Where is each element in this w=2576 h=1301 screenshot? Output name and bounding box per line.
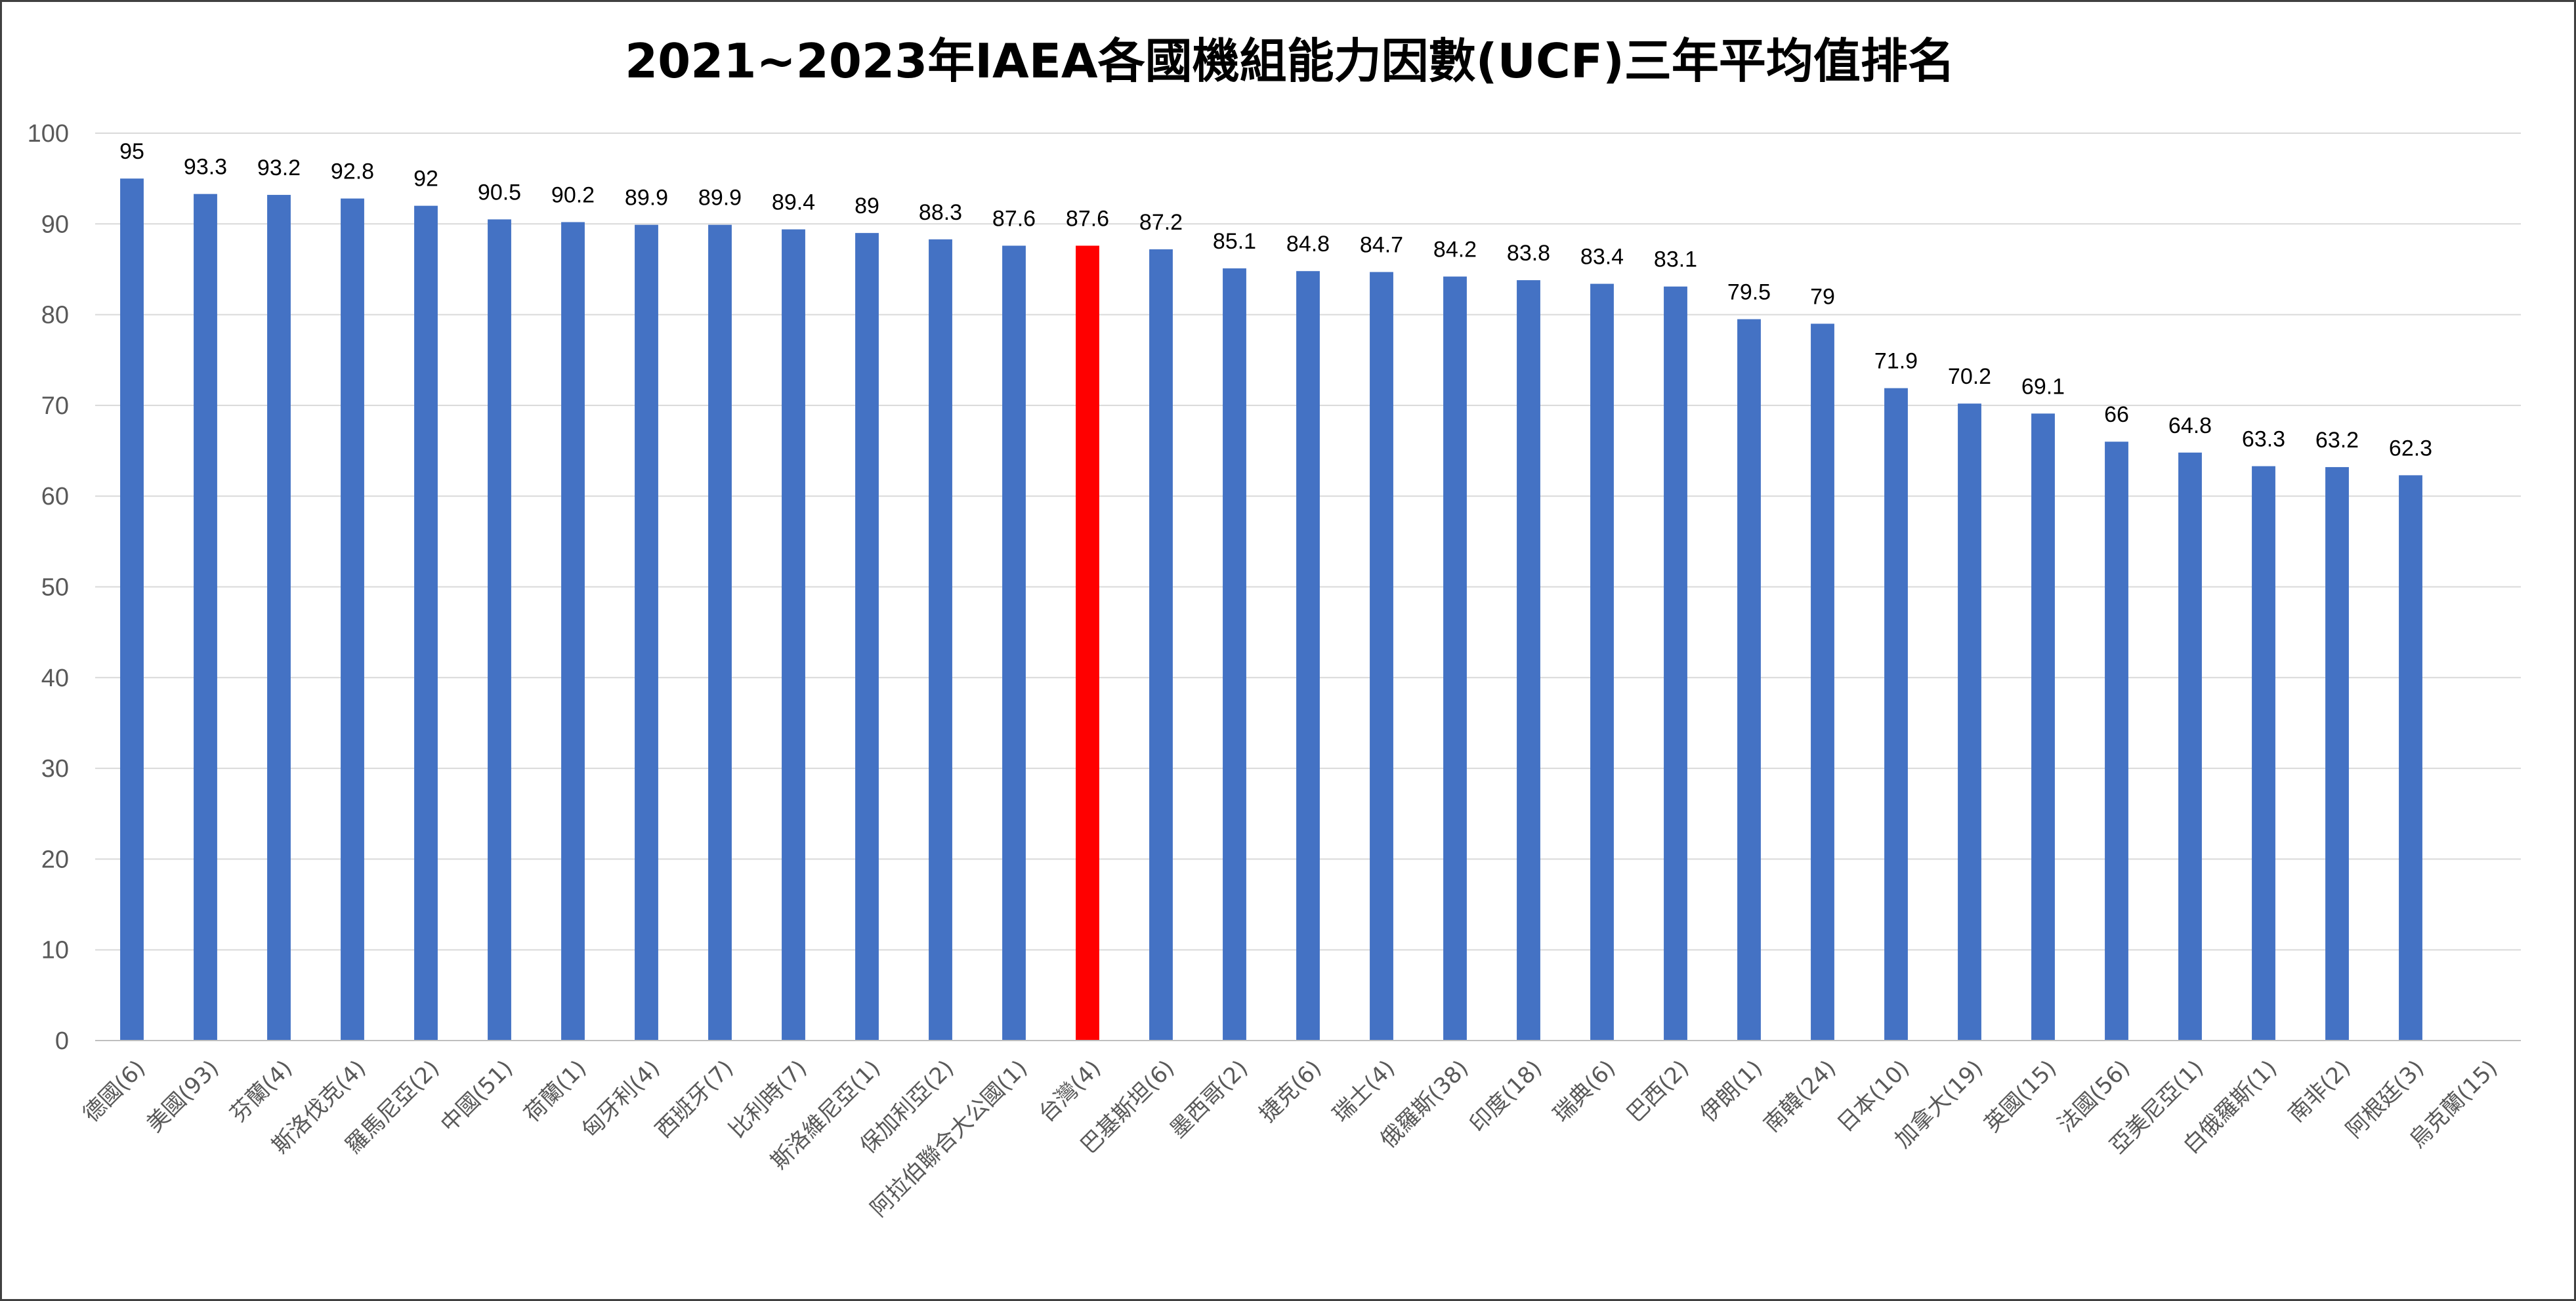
bar (2178, 452, 2202, 1041)
data-labels: 95 93.3 93.2 92.8 92 90.5 90.2 89.9 89.9 89.4 89 88… (119, 139, 2432, 461)
x-category-label: 匈牙利(4) (577, 1055, 665, 1143)
data-label: 69.1 (2021, 374, 2065, 399)
y-tick-label: 30 (41, 755, 69, 783)
bar (2252, 466, 2275, 1041)
bar (929, 239, 952, 1041)
bar (194, 194, 217, 1041)
data-label: 64.8 (2168, 413, 2212, 438)
y-tick-label: 20 (41, 846, 69, 873)
bar (267, 195, 291, 1041)
data-label: 89.9 (698, 186, 742, 211)
data-label: 87.6 (992, 206, 1036, 231)
data-label: 71.9 (1874, 349, 1918, 374)
bar (1737, 319, 1761, 1041)
bar (1811, 323, 1834, 1041)
bar (855, 233, 879, 1041)
x-category-label: 荷蘭(1) (519, 1055, 591, 1127)
x-category-label: 印度(18) (1465, 1055, 1548, 1138)
x-category-label: 南非(2) (2283, 1055, 2355, 1127)
data-label: 90.2 (551, 183, 595, 208)
x-category-label: 芬蘭(4) (225, 1055, 297, 1127)
x-category-label: 中國(51) (436, 1055, 518, 1138)
y-tick-label: 50 (41, 574, 69, 602)
data-label: 63.3 (2242, 427, 2285, 452)
bar (414, 205, 438, 1041)
data-label: 95 (119, 139, 144, 164)
data-label: 83.8 (1507, 241, 1550, 266)
bar (120, 178, 144, 1041)
x-category-label: 德國(6) (78, 1055, 150, 1127)
bar (488, 219, 511, 1041)
bar (1149, 249, 1173, 1041)
x-category-label: 美國(93) (142, 1055, 224, 1138)
data-label: 90.5 (478, 180, 521, 205)
x-category-label: 瑞士(4) (1328, 1055, 1400, 1127)
bar (1370, 272, 1393, 1041)
bar (1664, 286, 1687, 1041)
bar (1517, 280, 1540, 1041)
data-label: 89.4 (772, 190, 815, 215)
bar (1296, 271, 1320, 1041)
x-category-label: 英國(15) (1979, 1055, 2062, 1138)
y-tick-label: 40 (41, 665, 69, 692)
data-label: 89.9 (625, 186, 668, 211)
x-category-label: 伊朗(1) (1695, 1055, 1767, 1127)
bar (1443, 276, 1467, 1041)
data-label: 92 (413, 167, 438, 192)
bar (2031, 413, 2055, 1041)
data-label: 88.3 (919, 200, 962, 225)
bar (708, 224, 732, 1041)
x-category-label: 捷克(6) (1254, 1055, 1326, 1127)
data-label: 84.2 (1433, 237, 1477, 262)
data-label: 84.7 (1360, 233, 1403, 258)
bar (1884, 388, 1908, 1041)
chart-title: 2021~2023年IAEA各國機組能力因數(UCF)三年平均值排名 (625, 33, 1955, 89)
x-category-label: 台灣(4) (1034, 1055, 1106, 1127)
data-label: 79.5 (1727, 280, 1771, 305)
y-tick-label: 0 (55, 1027, 69, 1055)
data-label: 63.2 (2315, 428, 2359, 453)
bar (1590, 283, 1614, 1041)
x-category-label: 西班牙(7) (650, 1055, 738, 1143)
data-label: 70.2 (1948, 364, 1991, 389)
x-category-label: 瑞典(6) (1548, 1055, 1620, 1127)
x-category-label: 墨西哥(2) (1165, 1055, 1253, 1143)
data-label: 87.2 (1139, 210, 1183, 235)
data-label: 92.8 (331, 159, 374, 184)
data-label: 93.3 (184, 155, 227, 180)
data-label: 84.8 (1286, 232, 1330, 257)
data-label: 87.6 (1066, 206, 1109, 231)
data-label: 93.2 (257, 155, 301, 180)
data-label: 79 (1810, 284, 1835, 309)
bar (2399, 475, 2422, 1041)
data-label: 85.1 (1213, 229, 1256, 254)
bar (782, 229, 805, 1041)
bar (561, 222, 585, 1041)
bar (1002, 245, 1026, 1041)
bars (120, 178, 2422, 1041)
bar (1958, 403, 1981, 1041)
y-tick-label: 70 (41, 392, 69, 420)
bar (1223, 268, 1246, 1041)
y-tick-label: 80 (41, 302, 69, 329)
y-tick-label: 100 (28, 120, 69, 148)
bar (341, 198, 364, 1041)
bar (2325, 466, 2349, 1041)
bar (635, 224, 658, 1041)
data-label: 83.4 (1580, 245, 1624, 270)
data-label: 62.3 (2389, 436, 2432, 461)
y-tick-label: 60 (41, 483, 69, 510)
data-label: 66 (2104, 402, 2129, 427)
data-label: 89 (855, 194, 879, 218)
data-label: 83.1 (1654, 247, 1697, 272)
x-category-label: 南韓(24) (1759, 1055, 1842, 1138)
bar-highlight (1076, 245, 1099, 1041)
x-category-label: 巴西(2) (1622, 1055, 1694, 1127)
bar (2105, 442, 2128, 1041)
y-tick-label: 90 (41, 211, 69, 238)
y-tick-label: 10 (41, 937, 69, 964)
